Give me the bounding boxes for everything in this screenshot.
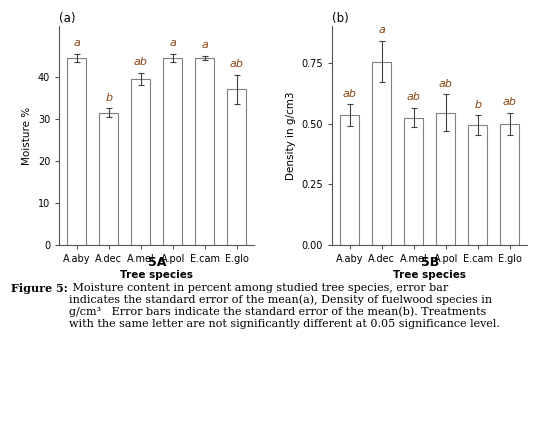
Text: ab: ab xyxy=(502,97,516,107)
Bar xyxy=(468,125,487,245)
Text: Figure 5:: Figure 5: xyxy=(11,283,67,293)
Text: Moisture content in percent among studied tree species, error bar
indicates the : Moisture content in percent among studie… xyxy=(69,283,500,328)
Text: a: a xyxy=(169,38,176,48)
Text: ab: ab xyxy=(438,79,452,89)
Text: ab: ab xyxy=(134,57,148,67)
X-axis label: Tree species: Tree species xyxy=(393,270,466,280)
Bar xyxy=(163,58,182,245)
Text: ab: ab xyxy=(230,59,244,69)
Text: a: a xyxy=(73,38,80,48)
Bar xyxy=(195,58,214,245)
Y-axis label: Moisture %: Moisture % xyxy=(22,107,32,165)
Bar xyxy=(436,113,455,245)
Bar xyxy=(372,62,391,245)
Text: a: a xyxy=(378,25,385,35)
X-axis label: Tree species: Tree species xyxy=(120,270,193,280)
Bar xyxy=(131,79,150,245)
Text: b: b xyxy=(474,99,482,110)
Bar xyxy=(99,113,118,245)
Text: 5B: 5B xyxy=(421,256,439,269)
Text: 5A: 5A xyxy=(147,256,166,269)
Text: b: b xyxy=(105,93,112,103)
Text: ab: ab xyxy=(407,92,421,102)
Bar xyxy=(227,89,246,245)
Bar xyxy=(340,115,359,245)
Text: ab: ab xyxy=(343,88,357,99)
Text: a: a xyxy=(201,40,208,50)
Text: (a): (a) xyxy=(59,12,76,25)
Bar xyxy=(404,117,423,245)
Bar xyxy=(500,124,519,245)
Bar xyxy=(67,58,87,245)
Text: (b): (b) xyxy=(332,12,349,25)
Y-axis label: Density in g/cm3: Density in g/cm3 xyxy=(286,92,296,180)
